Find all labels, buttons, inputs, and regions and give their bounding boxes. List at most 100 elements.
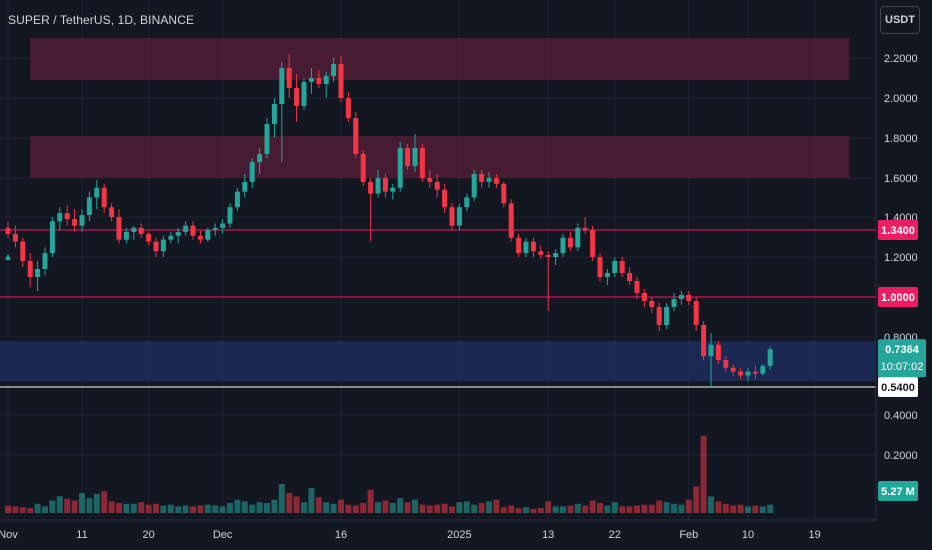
time-tick-label: 16 [335, 529, 347, 541]
time-tick-label: 2025 [447, 529, 471, 541]
candle-body [523, 241, 529, 254]
volume-bar [86, 498, 93, 513]
volume-bar [708, 496, 714, 513]
volume-bar [264, 503, 270, 513]
candle-body [730, 367, 736, 372]
price-line-badge [878, 287, 918, 307]
candle-body [123, 231, 129, 240]
candle-body [353, 118, 359, 154]
volume-bar [71, 500, 78, 513]
candle-body [745, 371, 751, 376]
candle-body [308, 78, 314, 82]
time-tick-label: Dec [213, 529, 233, 541]
price-tick-label: 2.0000 [884, 93, 918, 105]
volume-bar [752, 505, 759, 513]
volume-bar [722, 503, 729, 513]
price-badges: 1.3400 1.0000 0.5400 0.7364 10:07:02 5.27 M [878, 220, 926, 501]
volume-bar [12, 506, 19, 513]
candle-body [508, 203, 514, 238]
volume-bar [545, 501, 552, 513]
price-zones [0, 38, 876, 382]
candle-body [138, 227, 144, 234]
candle-body [708, 344, 714, 357]
candle-body [12, 233, 18, 242]
price-tick-label: 1.2000 [884, 252, 918, 264]
candle-body [590, 230, 596, 257]
volume-bar [582, 505, 589, 513]
candle-body [612, 261, 618, 273]
currency-button[interactable]: USDT [880, 6, 920, 34]
candle-body [434, 181, 440, 190]
volume-bar [626, 506, 633, 513]
volume-bar [212, 505, 219, 513]
volume-bar [160, 505, 167, 513]
volume-bar [745, 506, 751, 513]
volume-bar [338, 499, 344, 513]
candle-body [20, 241, 26, 261]
volume-badge-label: 5.27 M [881, 486, 915, 498]
candle-body [456, 207, 462, 226]
candle-body [686, 295, 692, 301]
candle-body [42, 253, 48, 269]
candle-body [397, 148, 403, 188]
candle-body [516, 237, 522, 254]
candle-body [604, 273, 610, 277]
candle-body [323, 76, 329, 84]
volume-bar [641, 504, 648, 513]
volume-bar [634, 505, 640, 513]
candle-body [316, 78, 322, 84]
volume-bar [759, 506, 766, 513]
candle-body [109, 207, 115, 217]
volume-bar [360, 503, 367, 513]
volume-bar [685, 499, 692, 513]
volume-bar [508, 505, 515, 513]
volume-bar [426, 505, 433, 513]
volume-bar [419, 504, 426, 513]
price-zone-red [30, 38, 849, 80]
volume-bar [375, 502, 381, 513]
price-tick-label: 1.6000 [884, 173, 918, 185]
volume-bar [286, 493, 293, 513]
volume-bar [671, 503, 677, 513]
price-tick-label: 0.4000 [884, 410, 918, 422]
candle-body [597, 257, 603, 277]
candle-body [79, 215, 85, 226]
candle-body [212, 227, 218, 230]
candle-body [234, 191, 240, 208]
volume-bar [404, 502, 411, 513]
horizontal-lines [0, 229, 876, 388]
candle-body [641, 293, 647, 301]
volume-bar [301, 502, 307, 513]
volume-bar [56, 496, 63, 513]
volume-bar [648, 504, 655, 513]
price-line-badge-label: 0.5400 [881, 382, 915, 394]
volume-bar [574, 503, 581, 513]
last-price-badge [878, 339, 926, 378]
candle-body [627, 273, 633, 281]
candle-body [678, 295, 684, 299]
candle-body [375, 178, 381, 194]
volume-bar [116, 503, 122, 513]
volume-bar [138, 502, 145, 513]
volume-bar [493, 499, 500, 513]
candle-body [390, 187, 396, 192]
volume-bar [389, 503, 396, 513]
candle-body [419, 148, 425, 178]
price-line-badge-label: 1.3400 [881, 225, 915, 237]
volume-bar [278, 483, 285, 513]
volume-bar [500, 507, 507, 513]
candle-body [427, 178, 433, 182]
candle-body [715, 344, 721, 361]
volume-bar [197, 505, 204, 513]
volume-bar [552, 506, 559, 513]
volume-bar [93, 493, 100, 513]
volume-bar [145, 504, 152, 513]
volume-bars [5, 435, 774, 513]
volume-bar [5, 505, 11, 513]
volume-bar [737, 504, 744, 513]
candle-body [671, 299, 677, 307]
volume-bar [693, 486, 700, 513]
time-tick-label: 20 [142, 529, 154, 541]
